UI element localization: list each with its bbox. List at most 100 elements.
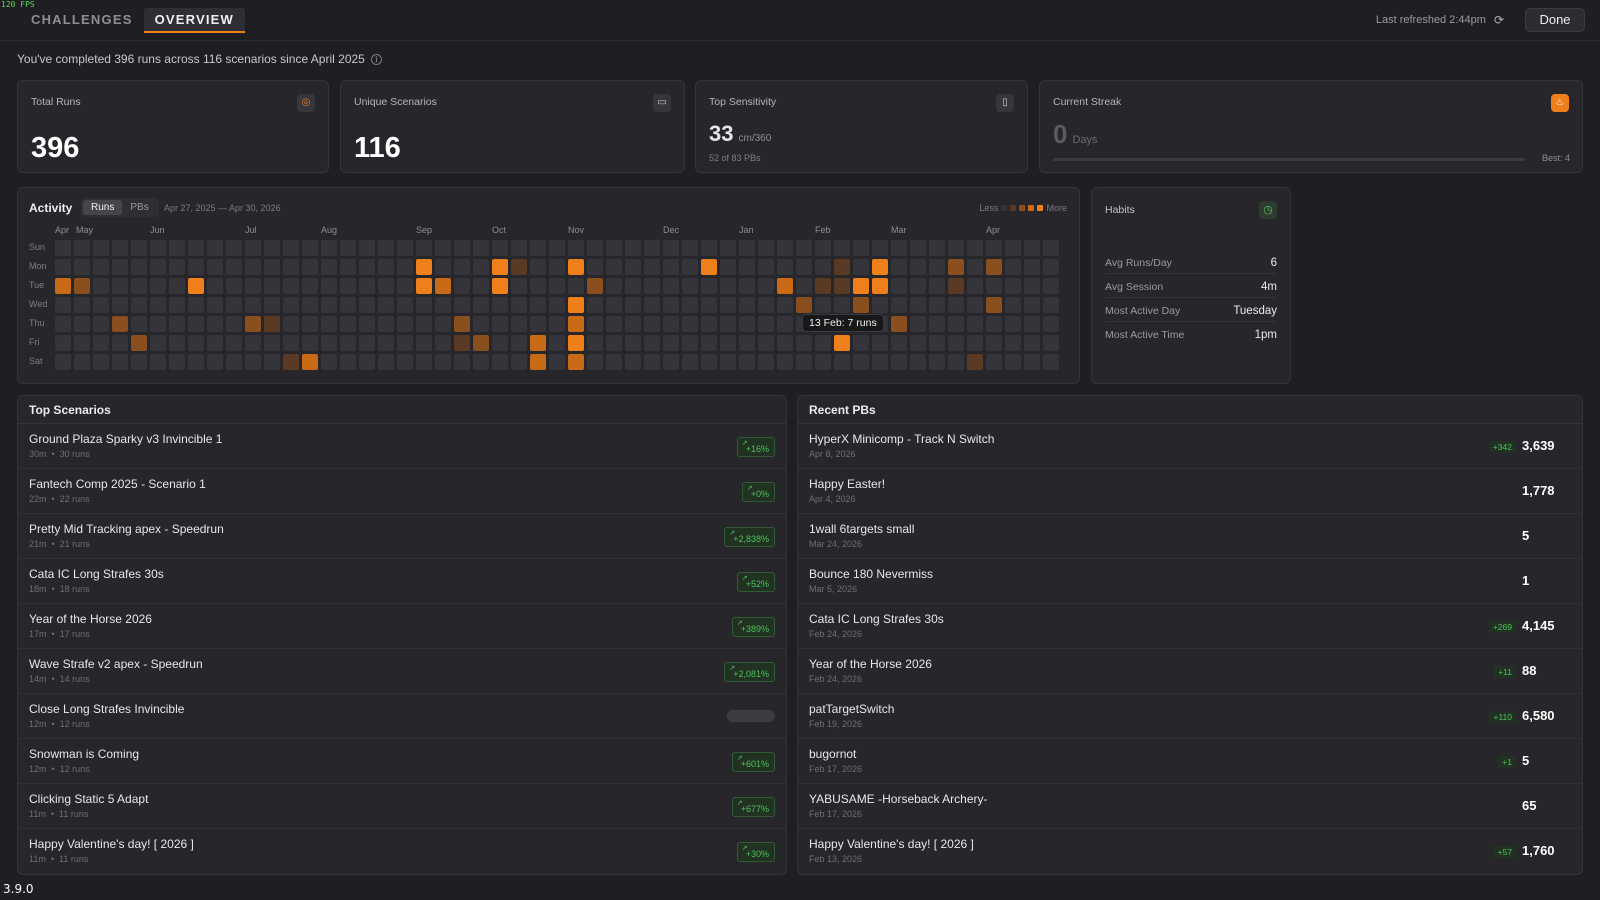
heatmap-cell[interactable]	[796, 240, 812, 256]
heatmap-cell[interactable]	[511, 335, 527, 351]
heatmap-cell[interactable]	[739, 354, 755, 370]
heatmap-cell[interactable]	[1043, 240, 1059, 256]
heatmap-cell[interactable]	[834, 354, 850, 370]
heatmap-cell[interactable]	[207, 259, 223, 275]
heatmap-cell[interactable]	[93, 354, 109, 370]
heatmap-cell[interactable]	[283, 259, 299, 275]
pb-row[interactable]: YABUSAME -Horseback Archery- Feb 17, 2026…	[798, 784, 1582, 829]
heatmap-cell[interactable]	[682, 259, 698, 275]
heatmap-cell[interactable]	[340, 259, 356, 275]
heatmap-cell[interactable]	[435, 240, 451, 256]
heatmap-cell[interactable]	[378, 335, 394, 351]
heatmap-cell[interactable]	[511, 316, 527, 332]
heatmap-cell[interactable]	[74, 335, 90, 351]
heatmap-cell[interactable]	[701, 316, 717, 332]
heatmap-cell[interactable]	[112, 278, 128, 294]
heatmap-cell[interactable]	[169, 259, 185, 275]
heatmap-cell[interactable]	[948, 278, 964, 294]
heatmap-cell[interactable]	[302, 259, 318, 275]
heatmap-cell[interactable]	[131, 240, 147, 256]
heatmap-cell[interactable]	[948, 259, 964, 275]
heatmap-cell[interactable]	[796, 297, 812, 313]
heatmap-cell[interactable]	[321, 335, 337, 351]
pb-row[interactable]: HyperX Minicomp - Track N Switch Apr 8, 2…	[798, 424, 1582, 469]
heatmap-cell[interactable]	[796, 335, 812, 351]
heatmap-cell[interactable]	[834, 335, 850, 351]
heatmap-cell[interactable]	[1005, 278, 1021, 294]
heatmap-cell[interactable]	[454, 278, 470, 294]
heatmap-cell[interactable]	[378, 316, 394, 332]
heatmap-cell[interactable]	[416, 297, 432, 313]
heatmap-cell[interactable]	[150, 316, 166, 332]
heatmap-cell[interactable]	[625, 335, 641, 351]
scenario-row[interactable]: Close Long Strafes Invincible 12m • 12 ru…	[18, 694, 786, 739]
tab-overview[interactable]: OVERVIEW	[143, 8, 245, 33]
heatmap-cell[interactable]	[834, 240, 850, 256]
heatmap-cell[interactable]	[207, 278, 223, 294]
heatmap-cell[interactable]	[758, 259, 774, 275]
scenario-row[interactable]: Wave Strafe v2 apex - Speedrun 14m • 14 r…	[18, 649, 786, 694]
heatmap-cell[interactable]	[112, 240, 128, 256]
heatmap-cell[interactable]	[302, 240, 318, 256]
heatmap-cell[interactable]	[55, 240, 71, 256]
heatmap-cell[interactable]	[910, 259, 926, 275]
heatmap-cell[interactable]	[302, 278, 318, 294]
heatmap-cell[interactable]	[473, 259, 489, 275]
heatmap-cell[interactable]	[416, 259, 432, 275]
heatmap-cell[interactable]	[492, 354, 508, 370]
heatmap-cell[interactable]	[853, 335, 869, 351]
heatmap-cell[interactable]	[853, 240, 869, 256]
heatmap-cell[interactable]	[55, 316, 71, 332]
heatmap-cell[interactable]	[207, 240, 223, 256]
heatmap-cell[interactable]	[93, 297, 109, 313]
heatmap-cell[interactable]	[397, 354, 413, 370]
heatmap-cell[interactable]	[663, 278, 679, 294]
heatmap-cell[interactable]	[758, 240, 774, 256]
heatmap-cell[interactable]	[720, 316, 736, 332]
pb-row[interactable]: bugornot Feb 17, 2026 5 +1	[798, 739, 1582, 784]
heatmap-cell[interactable]	[758, 297, 774, 313]
heatmap-cell[interactable]	[131, 278, 147, 294]
heatmap-cell[interactable]	[948, 297, 964, 313]
pb-row[interactable]: Happy Valentine's day! [ 2026 ] Feb 13, 2…	[798, 829, 1582, 874]
heatmap-cell[interactable]	[720, 335, 736, 351]
heatmap-cell[interactable]	[245, 240, 261, 256]
heatmap-cell[interactable]	[340, 278, 356, 294]
heatmap-cell[interactable]	[1024, 316, 1040, 332]
heatmap-cell[interactable]	[93, 278, 109, 294]
heatmap-cell[interactable]	[910, 240, 926, 256]
heatmap-cell[interactable]	[359, 335, 375, 351]
heatmap-cell[interactable]	[93, 259, 109, 275]
heatmap-cell[interactable]	[682, 278, 698, 294]
scenario-row[interactable]: Happy Valentine's day! [ 2026 ] 11m • 11 …	[18, 829, 786, 874]
heatmap-cell[interactable]	[454, 316, 470, 332]
heatmap-cell[interactable]	[967, 354, 983, 370]
heatmap-cell[interactable]	[834, 297, 850, 313]
heatmap-cell[interactable]	[967, 240, 983, 256]
heatmap-cell[interactable]	[492, 278, 508, 294]
heatmap-cell[interactable]	[606, 316, 622, 332]
heatmap-cell[interactable]	[929, 259, 945, 275]
heatmap-cell[interactable]	[872, 240, 888, 256]
heatmap-cell[interactable]	[682, 297, 698, 313]
heatmap-cell[interactable]	[435, 278, 451, 294]
heatmap-cell[interactable]	[188, 240, 204, 256]
heatmap-cell[interactable]	[454, 240, 470, 256]
heatmap-cell[interactable]	[245, 354, 261, 370]
heatmap-cell[interactable]	[549, 354, 565, 370]
heatmap-cell[interactable]	[530, 354, 546, 370]
heatmap-cell[interactable]	[796, 278, 812, 294]
heatmap-cell[interactable]	[587, 259, 603, 275]
heatmap-cell[interactable]	[587, 240, 603, 256]
heatmap-cell[interactable]	[321, 240, 337, 256]
heatmap-cell[interactable]	[872, 259, 888, 275]
heatmap-cell[interactable]	[1024, 297, 1040, 313]
heatmap-cell[interactable]	[663, 297, 679, 313]
heatmap-cell[interactable]	[815, 335, 831, 351]
heatmap-cell[interactable]	[150, 240, 166, 256]
heatmap-cell[interactable]	[416, 240, 432, 256]
heatmap-cell[interactable]	[663, 240, 679, 256]
heatmap-cell[interactable]	[1005, 316, 1021, 332]
heatmap-cell[interactable]	[283, 354, 299, 370]
heatmap-cell[interactable]	[549, 240, 565, 256]
